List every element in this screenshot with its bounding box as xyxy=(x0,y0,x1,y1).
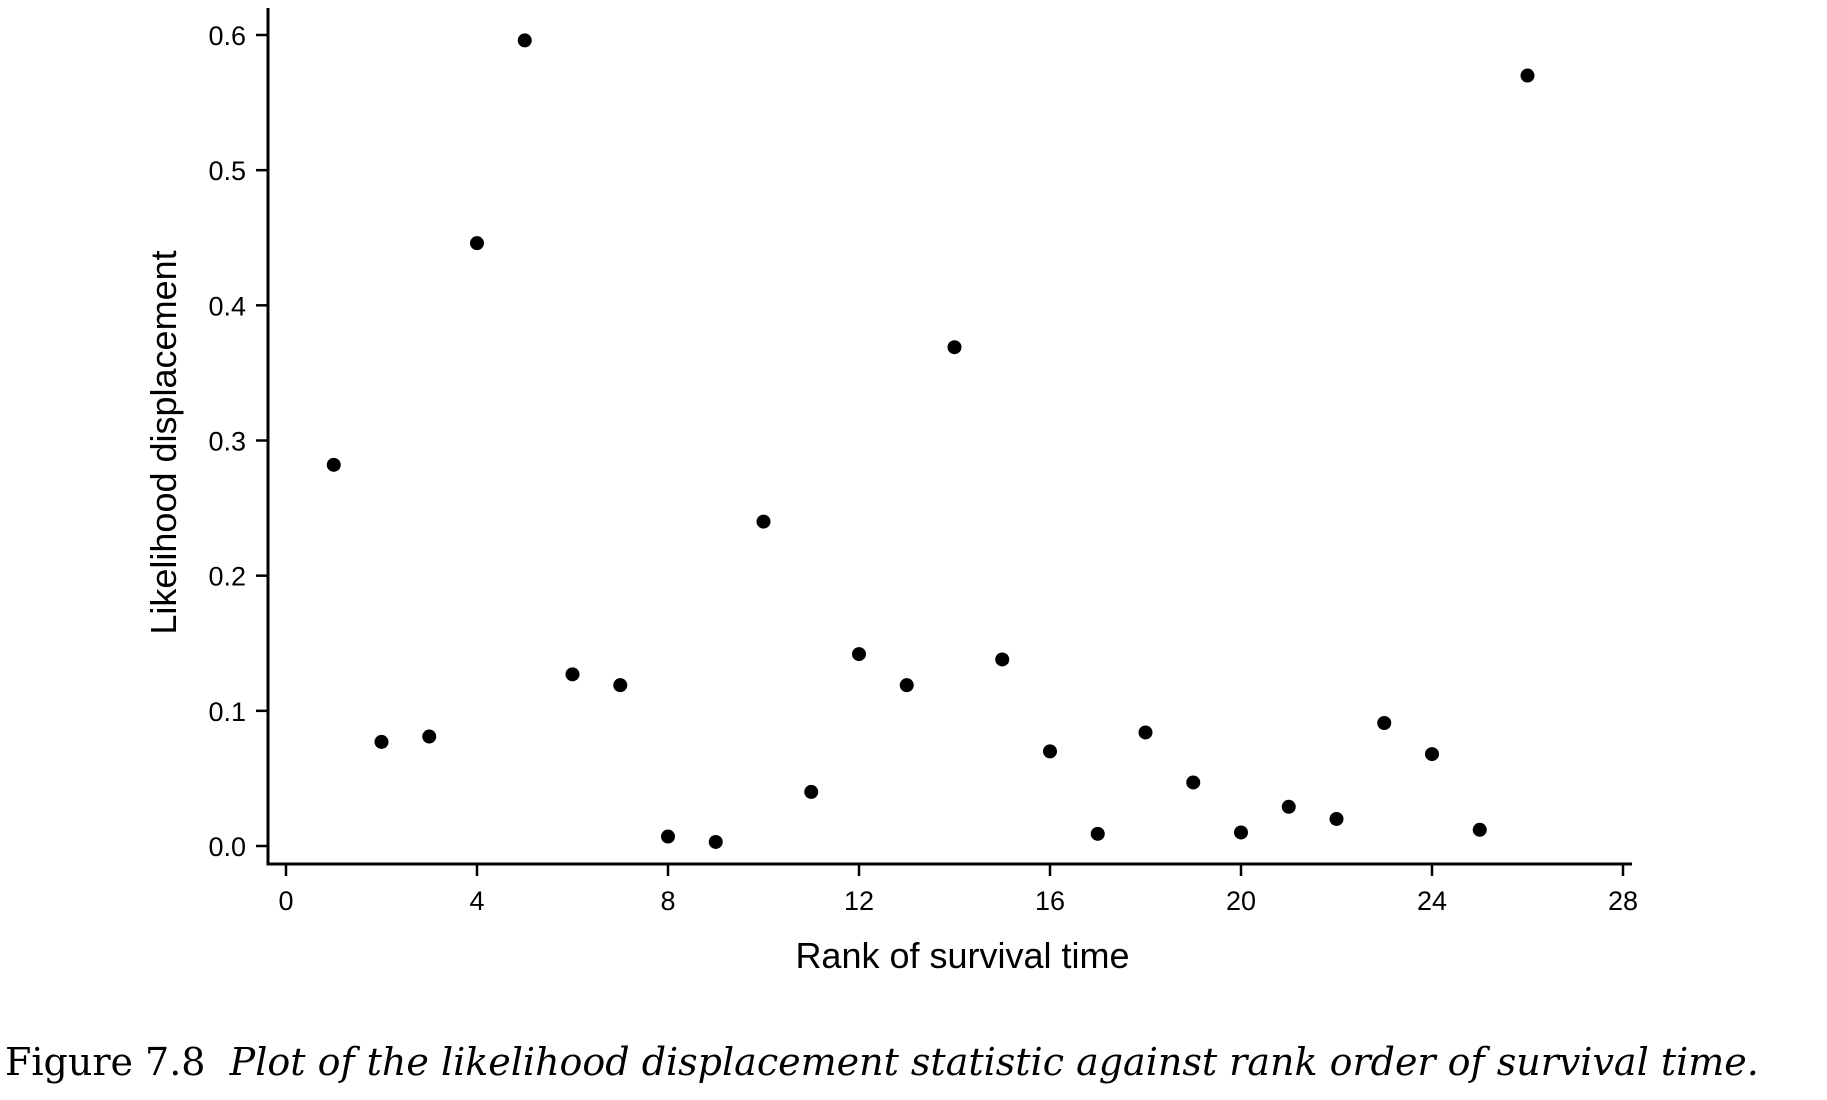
data-point xyxy=(470,236,484,251)
data-point xyxy=(852,647,866,662)
data-point xyxy=(1472,822,1487,837)
data-point xyxy=(422,729,437,744)
data-point xyxy=(374,734,389,749)
data-point xyxy=(1425,747,1439,762)
caption-text: Plot of the likelihood displacement stat… xyxy=(229,1040,1759,1084)
data-point xyxy=(756,514,771,529)
y-tick-label: 0.4 xyxy=(208,291,246,321)
x-tick-label: 24 xyxy=(1417,886,1447,916)
x-tick-label: 8 xyxy=(660,886,675,916)
data-point xyxy=(1138,725,1153,740)
y-tick-label: 0.6 xyxy=(208,21,246,51)
y-tick-label: 0.2 xyxy=(208,562,246,592)
data-point xyxy=(1520,68,1535,83)
x-tick-label: 20 xyxy=(1226,886,1256,916)
data-point xyxy=(804,784,819,799)
data-point xyxy=(899,678,914,693)
data-point xyxy=(1186,775,1201,790)
data-point xyxy=(1090,826,1105,841)
data-point xyxy=(947,340,962,355)
x-tick-label: 16 xyxy=(1035,886,1065,916)
data-point xyxy=(613,678,628,693)
x-tick-label: 0 xyxy=(278,886,293,916)
x-tick-label: 4 xyxy=(469,886,484,916)
x-tick-label: 12 xyxy=(844,886,874,916)
data-point xyxy=(661,829,675,844)
data-point xyxy=(1281,799,1296,814)
y-tick-label: 0.1 xyxy=(208,697,246,727)
data-point xyxy=(565,667,580,682)
data-point xyxy=(1329,811,1344,826)
axes xyxy=(266,8,1632,866)
caption-label: Figure 7.8 xyxy=(5,1040,206,1084)
data-point xyxy=(995,652,1010,667)
data-point xyxy=(517,33,532,48)
data-point xyxy=(1043,744,1057,759)
x-axis-title: Rank of survival time xyxy=(795,935,1129,976)
y-tick-label: 0.3 xyxy=(208,427,246,457)
data-point xyxy=(1377,715,1392,730)
data-point xyxy=(708,834,723,849)
data-points xyxy=(326,33,1535,849)
data-point xyxy=(326,457,341,472)
y-tick-label: 0.5 xyxy=(208,156,246,186)
scatter-chart: 0 4 8 12 16 20 24 28 0.0 0.1 0.2 0.3 0.4 0.5 0.6 Rank … xyxy=(143,8,1638,976)
ticks: 0 4 8 12 16 20 24 28 0.0 0.1 0.2 0.3 0.4 0.5 0.6 xyxy=(208,21,1638,916)
figure-caption: Figure 7.8 Plot of the likelihood displa… xyxy=(5,1040,1827,1084)
data-point xyxy=(1234,825,1248,840)
x-tick-label: 28 xyxy=(1608,886,1638,916)
y-axis-title: Likelihood displacement xyxy=(143,250,184,634)
y-tick-label: 0.0 xyxy=(208,832,246,862)
